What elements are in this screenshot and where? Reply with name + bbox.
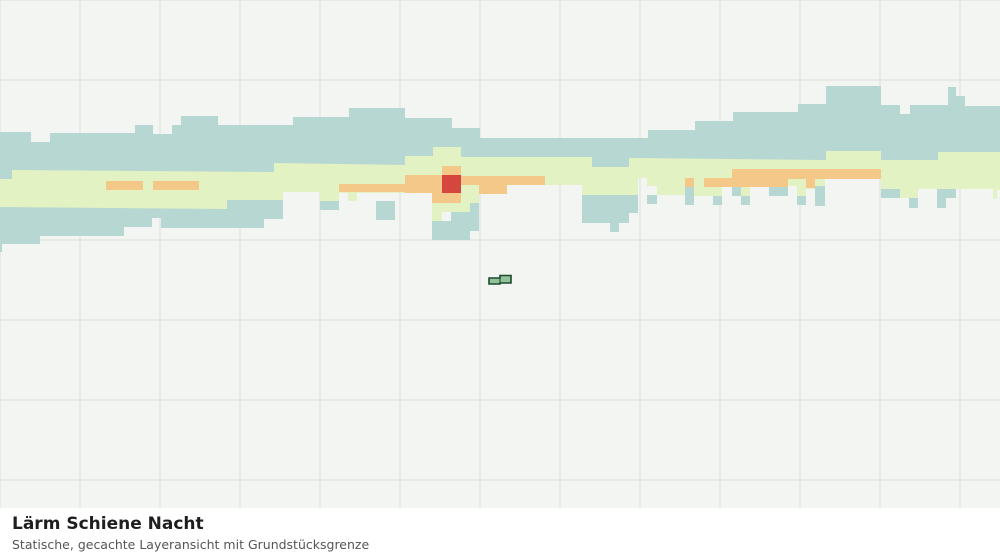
noise-zone-class-1 [741,196,750,205]
noise-zone-class-1 [881,189,900,198]
map-caption: Lärm Schiene Nacht Statische, gecachte L… [0,508,1000,560]
noise-zone-class-1 [647,195,657,204]
noise-zone-class-3 [704,169,881,188]
map-grid [0,0,1000,508]
noise-zone-class-1 [0,86,1000,179]
noise-zone-class-1 [909,189,918,208]
noise-zone-class-4 [442,175,461,193]
noise-layer-rail-night [0,86,1000,252]
property-boundary[interactable] [488,274,512,285]
noise-zone-class-1 [685,186,694,205]
noise-zone-class-3 [106,181,143,190]
noise-map[interactable] [0,0,1000,508]
noise-zone-class-1 [376,201,395,220]
noise-zone-class-1 [769,186,788,196]
noise-zone-class-1 [713,195,722,205]
noise-zone-class-3 [685,178,694,187]
noise-zone-class-1 [0,200,283,252]
noise-zone-class-1 [320,201,339,210]
noise-zone-class-1 [732,186,741,196]
noise-zone-class-1 [815,186,825,206]
map-subtitle: Statische, gecachte Layeransicht mit Gru… [12,537,370,552]
noise-zone-class-1 [582,195,638,232]
noise-zone-class-1 [432,203,479,240]
noise-zone-class-3 [153,181,199,190]
map-title: Lärm Schiene Nacht [12,514,204,534]
noise-zone-class-1 [937,189,956,208]
noise-zone-class-1 [797,196,806,205]
